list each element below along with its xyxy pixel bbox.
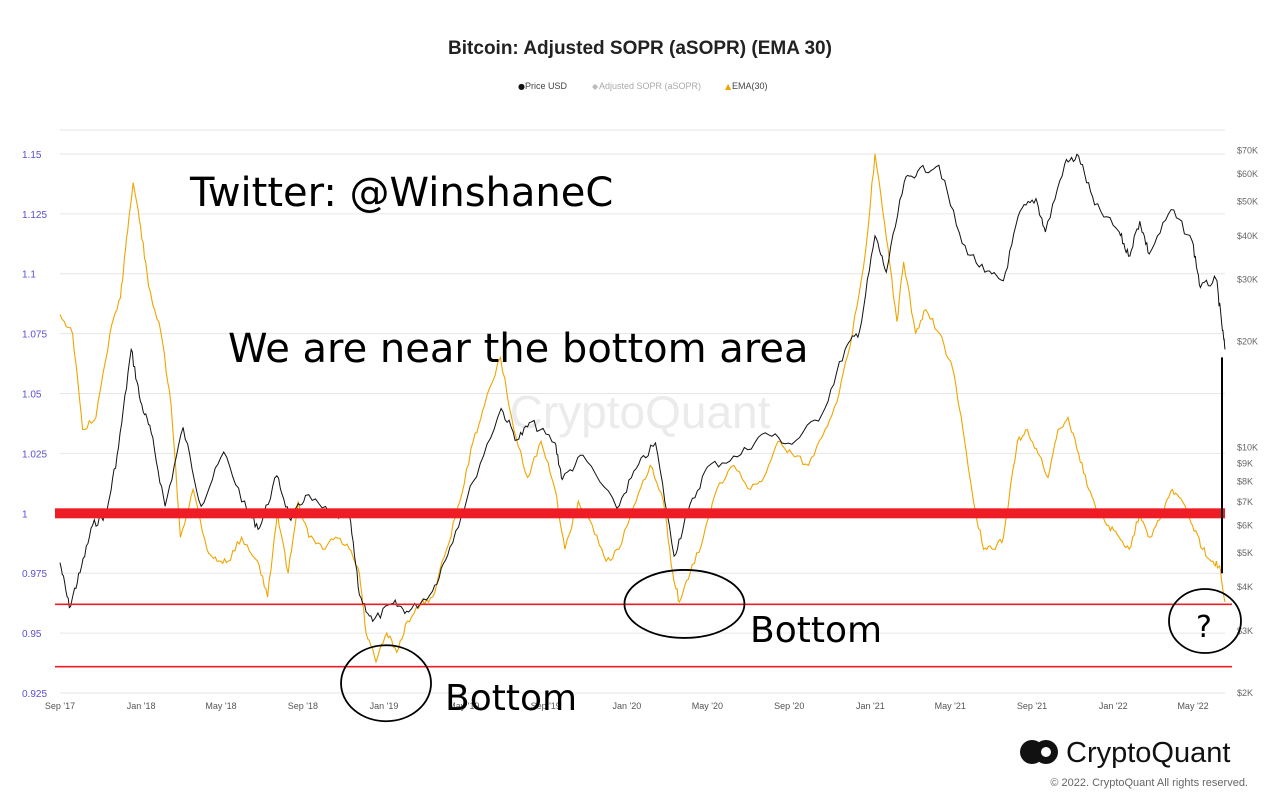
watermark-text: CryptoQuant [510,386,771,438]
x-tick-label-13: Jan '22 [1099,701,1128,711]
chart-title: Bitcoin: Adjusted SOPR (aSOPR) (EMA 30) [448,38,832,59]
headline-annotation: We are near the bottom area [228,326,809,372]
y-axis-right: $2K $3K $4K $5K $6K $7K $8K $9K $10K $20K $30K $40K… [1237,145,1258,698]
chart-legend[interactable]: ● Price USD ◆ Adjusted SOPR (aSOPR) ▲ EMA(30) [518,81,768,91]
bottom-circle-0 [340,644,432,723]
legend-label-2: EMA(30) [732,81,768,91]
x-tick-label-7: Jan '20 [612,701,641,711]
bottom-label-2019: Bottom [445,678,577,719]
y-tick-label-9: 1.15 [22,150,42,161]
y-right-tick-label-9: $20K [1237,337,1258,347]
x-tick-label-4: Jan '19 [370,701,399,711]
logo-wordmark: CryptoQuant [1066,737,1230,769]
y-tick-label-0: 0.925 [22,689,47,700]
reference-lines [55,508,1232,668]
twitter-annotation: Twitter: @WinshaneC [189,170,613,216]
x-tick-label-11: May '21 [935,701,966,711]
series-price-line [59,153,1226,623]
x-tick-label-10: Jan '21 [856,701,885,711]
bottom-label-2020: Bottom [750,610,882,651]
legend-marker-0: ● [518,82,525,91]
y-right-tick-label-8: $10K [1237,442,1258,452]
copyright-text: © 2022. CryptoQuant All rights reserved. [1050,777,1248,789]
y-right-tick-label-13: $60K [1237,169,1258,179]
x-tick-label-8: May '20 [692,701,723,711]
y-tick-label-8: 1.125 [22,210,47,221]
x-tick-label-6: Sep '19 [531,701,561,711]
y-tick-label-5: 1.05 [22,390,42,401]
y-right-tick-label-12: $50K [1237,197,1258,207]
x-tick-label-5: May '19 [448,701,479,711]
legend-item-1[interactable]: ◆ Adjusted SOPR (aSOPR) [592,81,701,91]
y-right-tick-label-14: $70K [1237,145,1258,155]
bottom-circle-2 [1168,588,1242,654]
y-right-tick-label-5: $7K [1237,497,1253,507]
y-right-tick-label-1: $3K [1237,626,1253,636]
y-tick-label-6: 1.075 [22,330,47,341]
x-axis: Sep '17 Jan '18 May '18 Sep '18 Jan '19 May '… [45,701,1209,711]
y-right-tick-label-0: $2K [1237,688,1253,698]
y-tick-label-1: 0.95 [22,629,42,640]
reference-line-0 [55,508,1225,519]
x-tick-label-2: May '18 [205,701,236,711]
y-tick-label-3: 1 [22,509,28,520]
y-tick-label-7: 1.1 [22,270,36,281]
legend-item-0[interactable]: ● Price USD [518,81,568,91]
legend-marker-1: ◆ [592,82,599,91]
y-tick-label-2: 0.975 [22,569,47,580]
x-tick-label-1: Jan '18 [127,701,156,711]
y-right-tick-label-3: $5K [1237,548,1253,558]
y-right-tick-label-11: $40K [1237,231,1258,241]
legend-item-2[interactable]: ▲ EMA(30) [725,81,768,91]
x-tick-label-9: Sep '20 [774,701,804,711]
x-tick-label-3: Sep '18 [288,701,318,711]
y-tick-label-4: 1.025 [22,449,47,460]
y-right-tick-label-10: $30K [1237,275,1258,285]
x-tick-label-14: May '22 [1177,701,1208,711]
logo-icon [1020,740,1058,764]
y-right-tick-label-2: $4K [1237,582,1253,592]
y-right-tick-label-4: $6K [1237,520,1253,530]
y-axis-left: 0.925 0.95 0.975 1 1.025 1.05 1.075 1.1 1.125 1.1… [22,150,47,700]
legend-label-0: Price USD [525,81,568,91]
legend-label-1: Adjusted SOPR (aSOPR) [599,81,701,91]
y-right-tick-label-7: $9K [1237,458,1253,468]
x-tick-label-12: Sep '21 [1017,701,1047,711]
legend-marker-2: ▲ [725,82,732,91]
cryptoquant-logo: CryptoQuant [1020,737,1230,769]
series-ema30-line [59,153,1226,664]
x-tick-label-0: Sep '17 [45,701,75,711]
bottom-circle-1 [623,569,746,639]
y-right-tick-label-6: $8K [1237,476,1253,486]
question-mark-annotation: ? [1196,610,1212,645]
bottom-circles [340,569,1242,723]
